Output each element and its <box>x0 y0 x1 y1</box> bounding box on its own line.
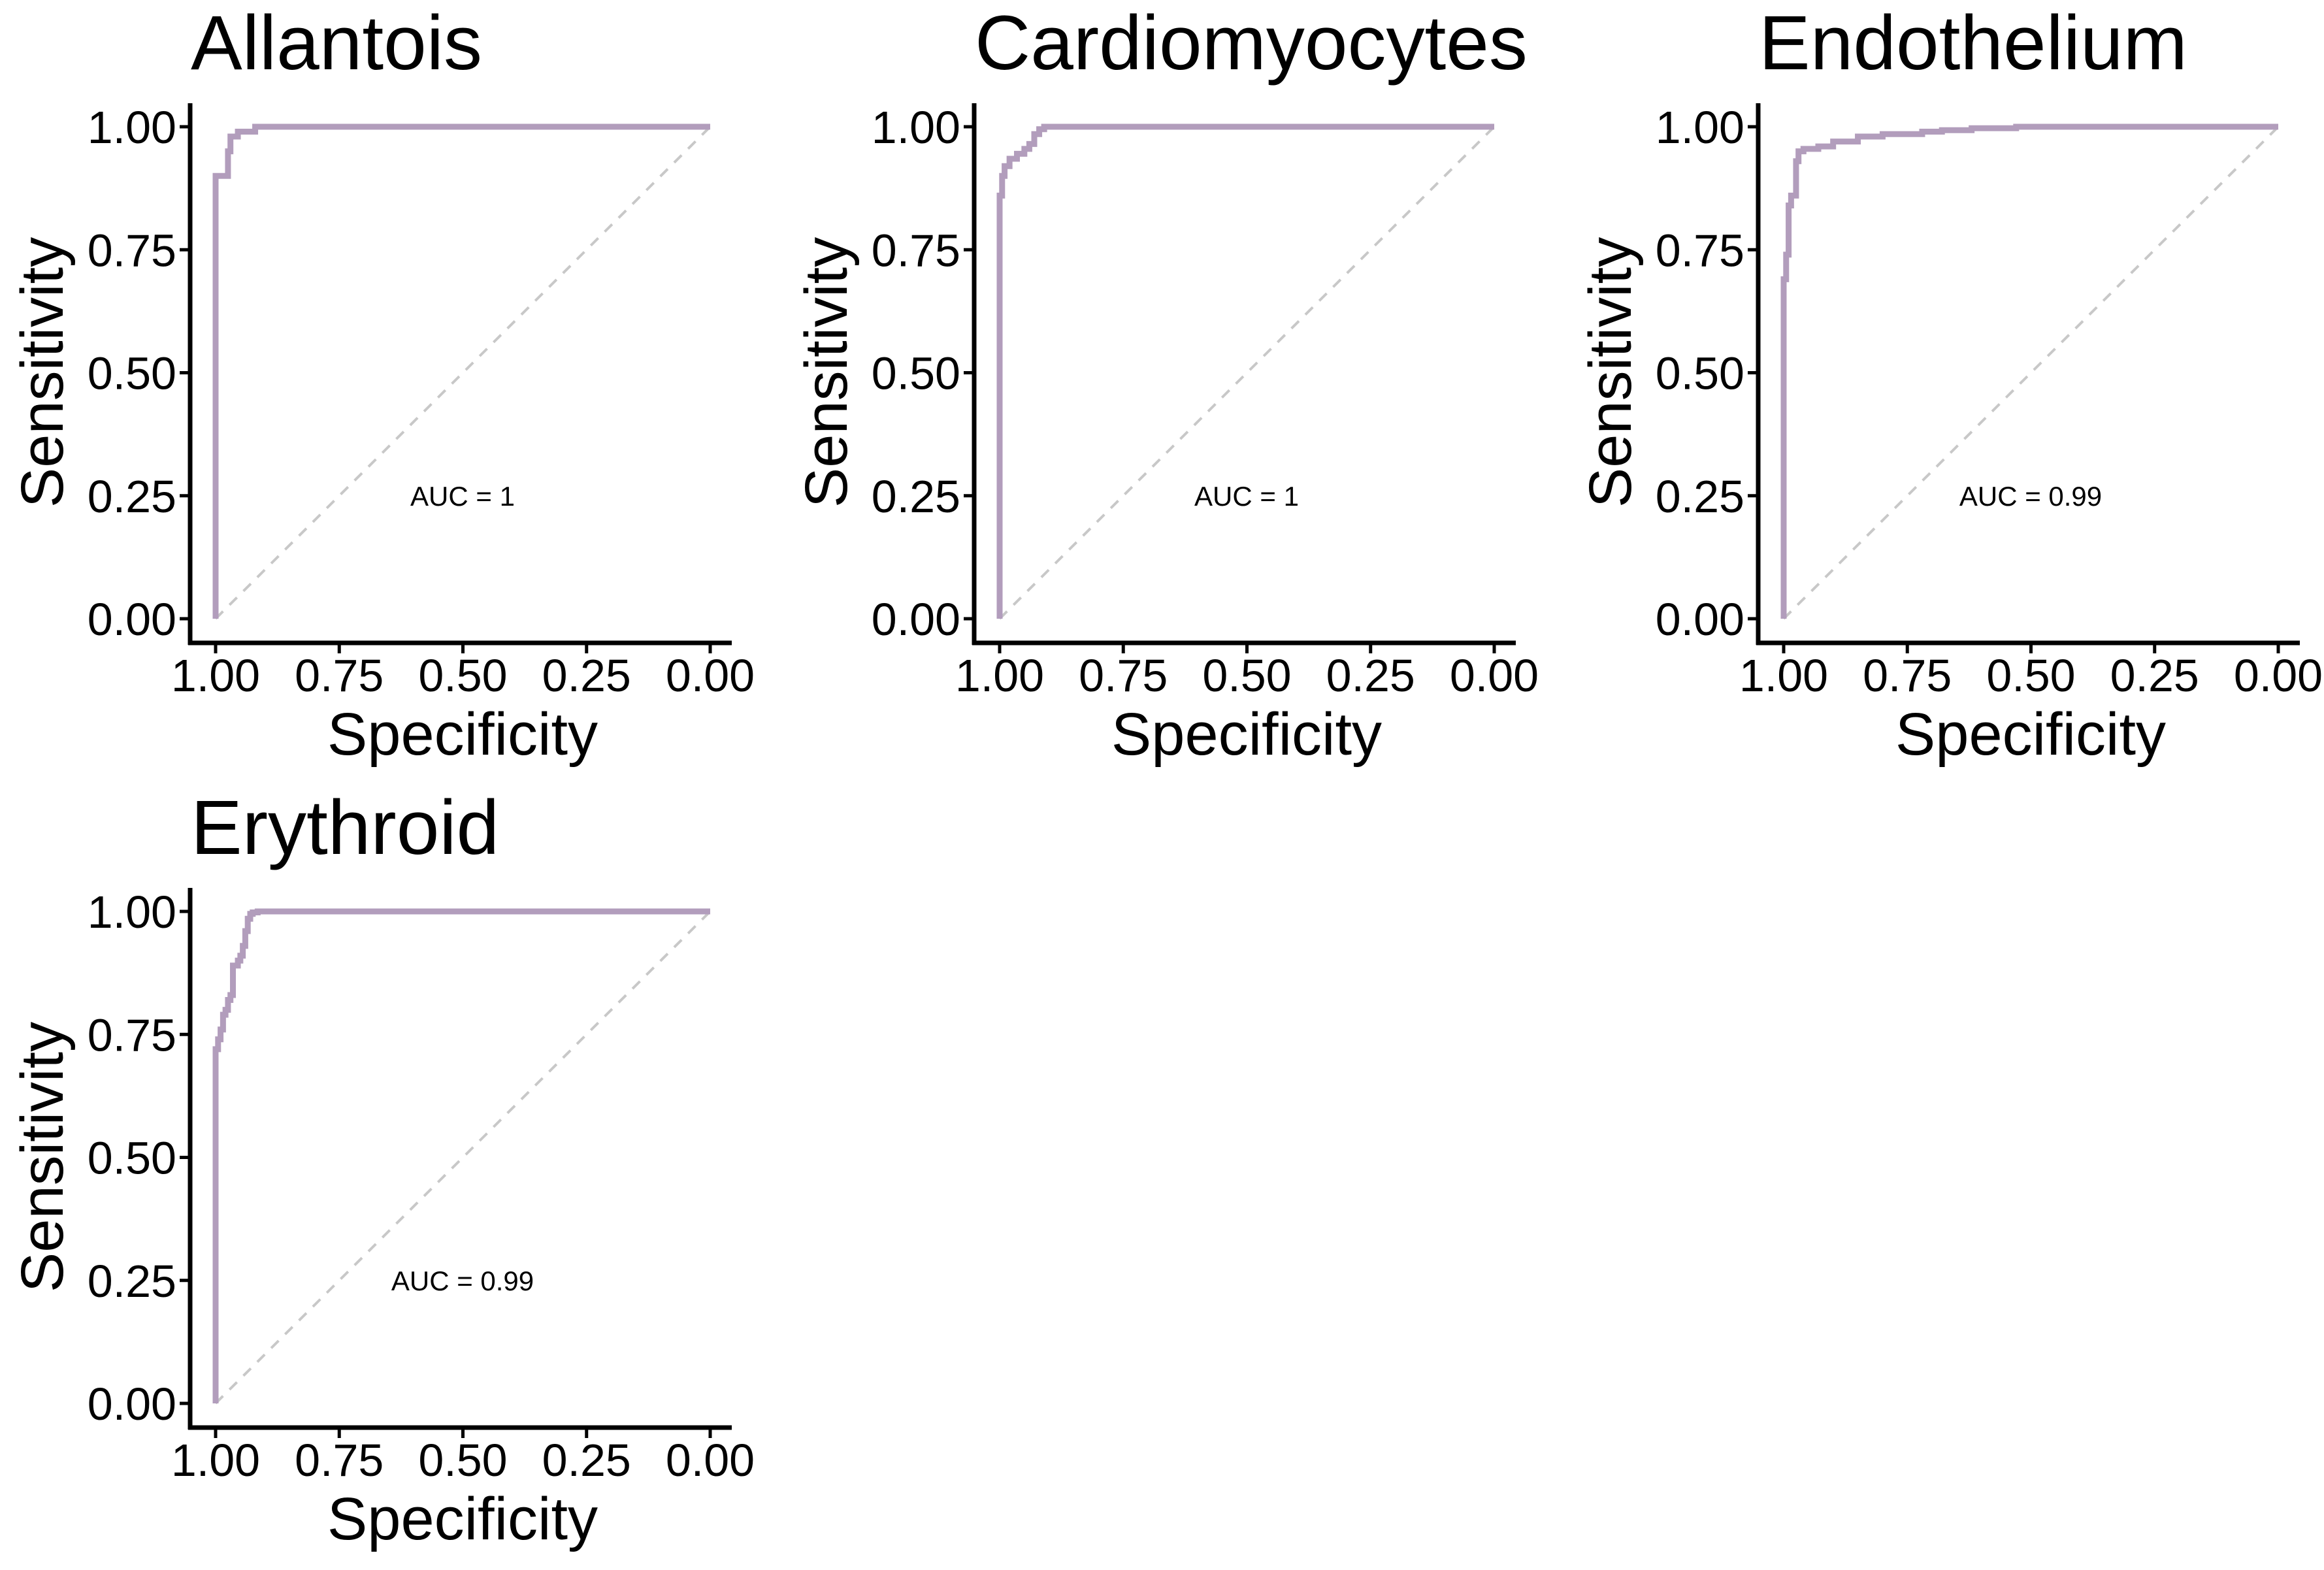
y-tick-label: 0.25 <box>88 471 176 522</box>
y-tick-label: 1.00 <box>872 102 960 153</box>
auc-annotation: AUC = 1 <box>1194 481 1299 512</box>
auc-annotation: AUC = 1 <box>410 481 515 512</box>
x-tick-label: 1.00 <box>1739 650 1828 701</box>
roc-curve <box>1780 123 2278 619</box>
y-tick-label: 0.00 <box>872 594 960 645</box>
roc-curve <box>212 908 710 1403</box>
x-tick-label: 0.75 <box>1863 650 1952 701</box>
panel-title: Allantois <box>191 0 482 86</box>
y-tick-label: 0.75 <box>1656 225 1744 276</box>
x-tick-label: 0.50 <box>1986 650 2075 701</box>
x-axis-title: Specificity <box>1111 701 1382 768</box>
roc-curve <box>212 123 710 619</box>
x-tick-label: 0.00 <box>666 650 755 701</box>
roc-panel-1: Cardiomyocytes 1.00 0.75 0.50 0.25 0.00 0.00 0.… <box>793 0 1539 768</box>
y-tick-label: 0.50 <box>88 348 176 399</box>
x-tick-label: 0.25 <box>542 1435 631 1486</box>
y-tick-label: 0.75 <box>88 225 176 276</box>
x-axis-title: Specificity <box>1895 701 2166 768</box>
y-tick-label: 0.25 <box>88 1256 176 1307</box>
y-axis-title: Sensitivity <box>793 237 860 508</box>
roc-panel-0: Allantois 1.00 0.75 0.50 0.25 0.00 0.00 0.25 0.5… <box>9 0 755 768</box>
x-tick-label: 0.75 <box>295 650 384 701</box>
y-tick-label: 0.00 <box>88 594 176 645</box>
x-tick-label: 0.00 <box>666 1435 755 1486</box>
roc-panel-2: Endothelium 1.00 0.75 0.50 0.25 0.00 0.00 0.25 0… <box>1577 0 2323 768</box>
panel-title: Endothelium <box>1759 0 2187 86</box>
x-tick-label: 0.50 <box>1202 650 1291 701</box>
y-tick-label: 0.75 <box>88 1009 176 1060</box>
y-axis-title: Sensitivity <box>9 237 76 508</box>
y-tick-label: 1.00 <box>1656 102 1744 153</box>
reference-diagonal <box>214 125 712 620</box>
reference-diagonal <box>998 125 1496 620</box>
y-tick-label: 0.25 <box>1656 471 1744 522</box>
y-axis-title: Sensitivity <box>1577 237 1644 508</box>
x-tick-label: 0.25 <box>1326 650 1415 701</box>
x-tick-label: 0.25 <box>542 650 631 701</box>
x-tick-label: 0.75 <box>295 1435 384 1486</box>
y-tick-label: 1.00 <box>88 887 176 938</box>
x-tick-label: 1.00 <box>171 1435 260 1486</box>
y-tick-label: 1.00 <box>88 102 176 153</box>
y-tick-label: 0.50 <box>1656 348 1744 399</box>
x-axis-title: Specificity <box>327 701 598 768</box>
x-tick-label: 0.75 <box>1079 650 1168 701</box>
x-tick-label: 0.00 <box>1450 650 1539 701</box>
auc-annotation: AUC = 0.99 <box>391 1266 534 1296</box>
x-axis-title: Specificity <box>327 1486 598 1552</box>
x-tick-label: 1.00 <box>171 650 260 701</box>
y-tick-label: 0.75 <box>872 225 960 276</box>
x-tick-label: 0.50 <box>418 1435 507 1486</box>
y-tick-label: 0.25 <box>872 471 960 522</box>
x-tick-label: 1.00 <box>955 650 1044 701</box>
y-tick-label: 0.50 <box>872 348 960 399</box>
y-tick-label: 0.50 <box>88 1133 176 1184</box>
reference-diagonal <box>214 910 712 1405</box>
x-tick-label: 0.25 <box>2110 650 2199 701</box>
x-tick-label: 0.00 <box>2234 650 2323 701</box>
panel-title: Cardiomyocytes <box>975 0 1528 86</box>
y-tick-label: 0.00 <box>1656 594 1744 645</box>
reference-diagonal <box>1782 125 2280 620</box>
y-axis-title: Sensitivity <box>9 1022 76 1292</box>
y-tick-label: 0.00 <box>88 1379 176 1430</box>
roc-curve <box>996 123 1494 619</box>
roc-panel-3: Erythroid 1.00 0.75 0.50 0.25 0.00 0.00 0.25 0.5… <box>9 785 755 1552</box>
x-tick-label: 0.50 <box>418 650 507 701</box>
auc-annotation: AUC = 0.99 <box>1959 481 2102 512</box>
panel-title: Erythroid <box>191 785 499 871</box>
